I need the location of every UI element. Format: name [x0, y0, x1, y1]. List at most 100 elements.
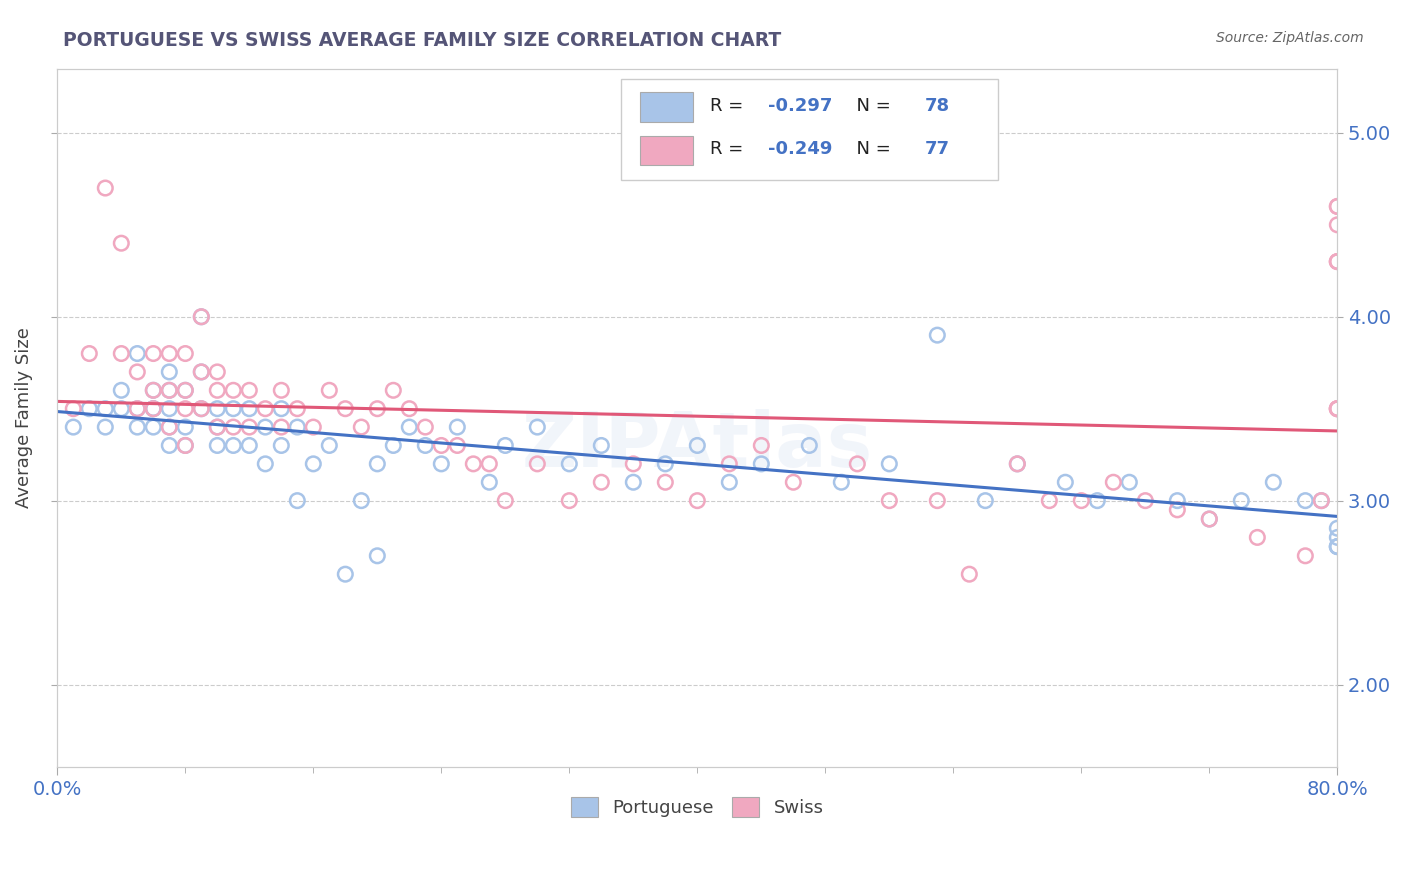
Text: PORTUGUESE VS SWISS AVERAGE FAMILY SIZE CORRELATION CHART: PORTUGUESE VS SWISS AVERAGE FAMILY SIZE … [63, 31, 782, 50]
Point [270, 420, 292, 434]
Point [927, 328, 949, 343]
Point [157, 346, 180, 360]
Point [142, 384, 165, 398]
Point [1310, 493, 1333, 508]
Point [1326, 530, 1348, 544]
Point [621, 457, 644, 471]
Point [1326, 540, 1348, 554]
Point [174, 420, 197, 434]
Point [1070, 493, 1092, 508]
Point [1326, 521, 1348, 535]
Bar [640, 92, 693, 121]
Text: R =: R = [710, 140, 749, 158]
Point [413, 438, 436, 452]
Point [142, 401, 165, 416]
Point [366, 401, 388, 416]
Point [318, 384, 340, 398]
Point [879, 493, 901, 508]
Point [686, 438, 709, 452]
Point [142, 401, 165, 416]
Point [238, 420, 260, 434]
Point [1310, 493, 1333, 508]
Point [157, 384, 180, 398]
Point [335, 567, 357, 582]
Point [654, 457, 676, 471]
Point [190, 401, 212, 416]
Point [110, 346, 132, 360]
Point [127, 346, 149, 360]
Point [335, 401, 357, 416]
Point [270, 384, 292, 398]
Text: 78: 78 [925, 96, 950, 114]
Point [686, 493, 709, 508]
Point [1326, 254, 1348, 268]
Point [718, 457, 741, 471]
Text: N =: N = [845, 140, 896, 158]
Point [142, 401, 165, 416]
Point [190, 310, 212, 324]
Point [142, 384, 165, 398]
Point [207, 384, 229, 398]
Point [127, 401, 149, 416]
Point [285, 401, 308, 416]
Point [302, 420, 325, 434]
Point [1007, 457, 1029, 471]
Point [1326, 199, 1348, 213]
Point [718, 475, 741, 490]
Text: 77: 77 [925, 140, 950, 158]
Point [558, 457, 581, 471]
Point [302, 457, 325, 471]
Point [430, 457, 453, 471]
Point [1326, 401, 1348, 416]
Point [494, 438, 516, 452]
Text: -0.297: -0.297 [768, 96, 832, 114]
Point [621, 475, 644, 490]
Point [1102, 475, 1125, 490]
Point [157, 384, 180, 398]
Point [1326, 199, 1348, 213]
Point [1230, 493, 1253, 508]
Point [413, 420, 436, 434]
Point [526, 420, 548, 434]
Point [879, 457, 901, 471]
Point [799, 438, 821, 452]
Point [270, 401, 292, 416]
Point [207, 438, 229, 452]
Point [366, 549, 388, 563]
Point [1038, 493, 1060, 508]
Point [285, 420, 308, 434]
Point [110, 401, 132, 416]
Point [222, 420, 245, 434]
Point [238, 438, 260, 452]
Point [157, 401, 180, 416]
Point [127, 420, 149, 434]
Point [1246, 530, 1268, 544]
Point [94, 420, 117, 434]
Point [1294, 549, 1316, 563]
Point [350, 420, 373, 434]
Point [749, 438, 772, 452]
Point [62, 420, 84, 434]
Text: ZIPAtlas: ZIPAtlas [522, 409, 873, 483]
Point [157, 420, 180, 434]
Point [238, 384, 260, 398]
Y-axis label: Average Family Size: Average Family Size [15, 327, 32, 508]
Point [1326, 254, 1348, 268]
Point [1198, 512, 1220, 526]
Point [526, 457, 548, 471]
Point [398, 401, 420, 416]
Point [94, 401, 117, 416]
Point [190, 401, 212, 416]
Point [430, 438, 453, 452]
Point [94, 181, 117, 195]
Point [1198, 512, 1220, 526]
Point [1007, 457, 1029, 471]
Point [1166, 503, 1188, 517]
Point [350, 493, 373, 508]
Point [1263, 475, 1285, 490]
Point [494, 493, 516, 508]
Point [830, 475, 852, 490]
Point [463, 457, 485, 471]
Point [254, 401, 277, 416]
Point [974, 493, 997, 508]
